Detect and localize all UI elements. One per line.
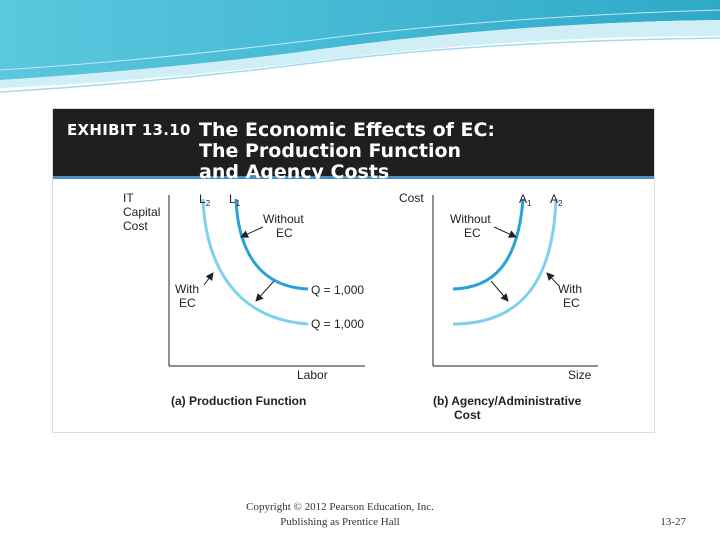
exhibit-title-line-3: and Agency Costs: [199, 161, 390, 183]
economic-effects-diagram: IT Capital Cost Labor L2 L1 Without EC W…: [123, 191, 598, 422]
panel-a-caption: (a) Production Function: [171, 394, 306, 408]
panel-b-shift-arrow: [490, 280, 509, 302]
panel-a-with-arrow: [203, 272, 214, 286]
panel-b-with-label-line-2: EC: [563, 296, 580, 310]
agency-curve-a1-inner: [452, 198, 525, 291]
panel-b-x-label: Size: [568, 368, 592, 382]
wave-line-2: [0, 9, 720, 71]
panel-b-caption-line-1: (b) Agency/Administrative: [433, 394, 582, 408]
copyright-line-2: Publishing as Prentice Hall: [280, 516, 400, 528]
decorative-wave-banner: [0, 0, 720, 93]
panel-b-y-label: Cost: [399, 191, 424, 205]
panel-b-with-label-line-1: With: [558, 282, 582, 296]
teal-wave-band: [0, 0, 720, 80]
panel-a-without-label-line-2: EC: [276, 226, 293, 240]
exhibit-number: EXHIBIT 13.10: [67, 121, 191, 139]
wave-line: [0, 37, 720, 93]
panel-a-shift-arrow: [255, 280, 275, 302]
panel-a-y-label-line-1: IT: [123, 191, 134, 205]
panel-a-without-label-line-1: Without: [263, 212, 304, 226]
light-wave-band: [0, 20, 720, 88]
exhibit-title-line-1: The Economic Effects of EC:: [199, 119, 496, 141]
panel-a-x-label: Labor: [297, 368, 328, 382]
copyright-footer: Copyright © 2012 Pearson Education, Inc.…: [200, 500, 480, 530]
panel-a-without-arrow: [240, 226, 264, 238]
exhibit-title-line-2: The Production Function: [199, 140, 462, 162]
copyright-line-1: Copyright © 2012 Pearson Education, Inc.: [246, 501, 434, 513]
panel-a-production-function: IT Capital Cost Labor L2 L1 Without EC W…: [123, 191, 365, 408]
panel-b-without-label-line-1: Without: [450, 212, 491, 226]
panel-b-caption-line-2: Cost: [454, 408, 481, 422]
slide-page-number: 13-27: [660, 516, 686, 528]
panel-b-without-label-line-2: EC: [464, 226, 481, 240]
exhibit-header: EXHIBIT 13.10 The Economic Effects of EC…: [53, 109, 654, 183]
curve-label-l2: L2: [199, 192, 211, 208]
isoquant-l2-outer: [201, 198, 309, 326]
panel-a-y-label-line-3: Cost: [123, 219, 148, 233]
curve-label-a2: A2: [550, 192, 563, 208]
panel-b-agency-cost: Cost Size A1 A2 Without EC With EC (b) A…: [399, 191, 598, 422]
curve-label-a1: A1: [519, 192, 532, 208]
isoquant-l1-inner: [234, 198, 309, 291]
panel-a-y-label-line-2: Capital: [123, 205, 160, 219]
panel-b-with-arrow: [546, 272, 559, 286]
panel-a-q-upper-label: Q = 1,000: [311, 283, 364, 297]
panel-a-with-label-line-2: EC: [179, 296, 196, 310]
agency-curve-a2-outer: [452, 198, 558, 326]
panel-a-with-label-line-1: With: [175, 282, 199, 296]
panel-a-q-lower-label: Q = 1,000: [311, 317, 364, 331]
panel-b-without-arrow: [493, 226, 517, 238]
exhibit-figure: EXHIBIT 13.10 The Economic Effects of EC…: [52, 108, 655, 433]
curve-label-l1: L1: [229, 192, 241, 208]
